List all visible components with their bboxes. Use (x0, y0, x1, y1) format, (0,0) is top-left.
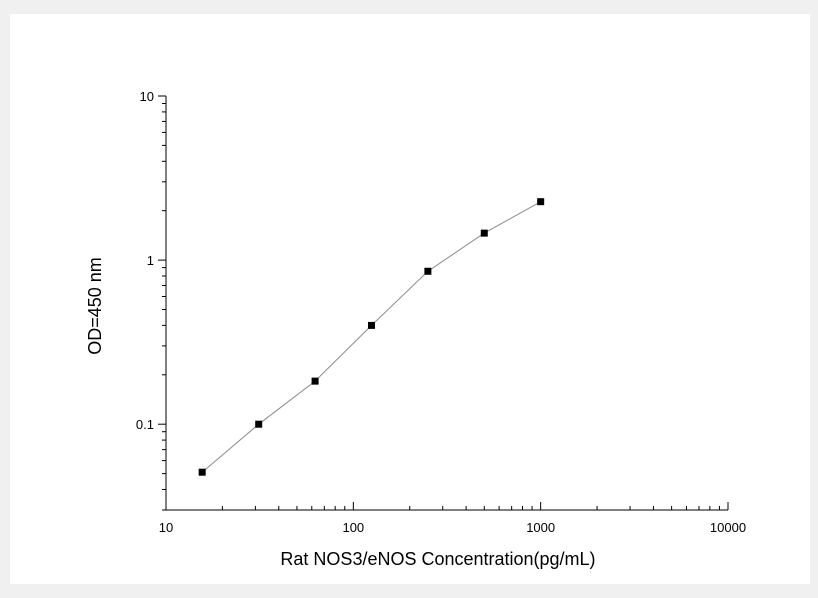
y-tick-label: 0.1 (136, 417, 154, 432)
y-tick-label: 1 (147, 253, 154, 268)
x-tick-label: 10 (159, 520, 173, 535)
x-tick-label: 100 (342, 520, 364, 535)
data-point (198, 468, 206, 476)
od-concentration-chart: 10 100 1000 10000 0.1 1 10 Rat NOS3/eNOS Conc… (85, 89, 746, 569)
data-points (198, 198, 545, 476)
y-axis-label: OD=450 nm (85, 257, 105, 355)
data-point (480, 229, 488, 237)
data-point (537, 198, 545, 206)
x-tick-label: 1000 (526, 520, 555, 535)
y-axis-ticks: 0.1 1 10 (136, 89, 166, 511)
data-point (424, 267, 432, 275)
x-tick-label: 10000 (710, 520, 746, 535)
standard-curve-line (201, 201, 541, 473)
data-point (311, 377, 319, 385)
data-point (255, 420, 263, 428)
axes: 10 100 1000 10000 0.1 1 10 (136, 89, 746, 535)
chart-frame: 10 100 1000 10000 0.1 1 10 Rat NOS3/eNOS Conc… (10, 14, 810, 584)
y-tick-label: 10 (140, 89, 154, 104)
data-point (367, 321, 375, 329)
x-axis-ticks: 10 100 1000 10000 (159, 502, 746, 535)
x-axis-label: Rat NOS3/eNOS Concentration(pg/mL) (280, 549, 595, 569)
